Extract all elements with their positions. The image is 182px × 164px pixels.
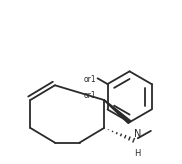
Text: or1: or1 <box>84 75 96 84</box>
Text: or1: or1 <box>84 92 96 100</box>
Text: H: H <box>134 149 141 158</box>
Text: N: N <box>134 129 142 139</box>
Polygon shape <box>104 100 131 123</box>
